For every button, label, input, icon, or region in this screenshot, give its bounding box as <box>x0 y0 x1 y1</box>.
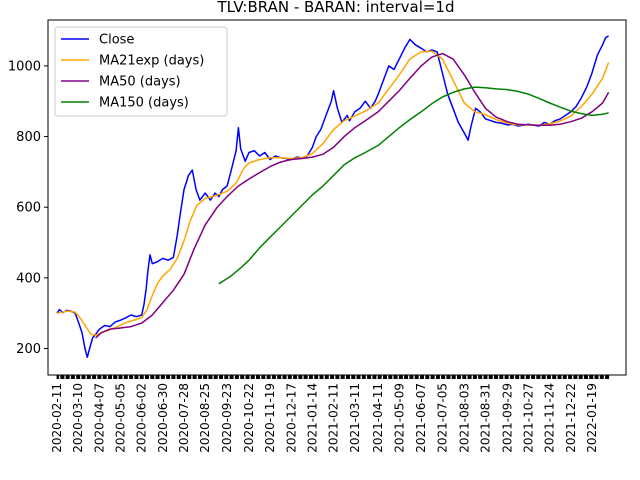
x-tick-label-7: 2020-08-25 <box>198 383 212 453</box>
x-tick-label-23: 2021-11-24 <box>543 383 557 453</box>
x-tick-label-0: 2020-02-11 <box>50 383 64 453</box>
series-line-3 <box>218 86 609 285</box>
series-line-2 <box>95 52 610 339</box>
legend-label-3: MA150 (days) <box>99 96 189 111</box>
x-tick-label-25: 2022-01-19 <box>585 383 599 453</box>
x-tick-label-12: 2021-01-14 <box>305 383 319 453</box>
x-tick-label-21: 2021-09-29 <box>500 383 514 453</box>
x-tick-label-3: 2020-05-05 <box>114 383 128 453</box>
legend: Close MA21exp (days) MA50 (days) MA150 (day… <box>54 26 228 117</box>
legend-box <box>54 26 228 117</box>
axes-frame <box>47 19 627 376</box>
x-tick-label-20: 2021-08-31 <box>479 383 493 453</box>
series-line-1 <box>56 50 610 336</box>
plot-area <box>56 35 610 359</box>
series-line-0 <box>56 35 609 359</box>
x-tick-label-14: 2021-03-11 <box>348 383 362 453</box>
x-tick-label-13: 2021-02-11 <box>327 383 341 453</box>
y-tick-label-1: 400 <box>16 271 41 286</box>
x-tick-label-19: 2021-08-03 <box>457 383 471 453</box>
x-tick-label-8: 2020-09-23 <box>220 383 234 453</box>
y-axis: 200 400 600 800 1000 <box>8 59 48 357</box>
x-tick-label-24: 2021-12-22 <box>564 383 578 453</box>
legend-label-0: Close <box>99 33 134 48</box>
y-tick-label-2: 600 <box>16 201 41 216</box>
y-tick-label-4: 1000 <box>8 59 41 74</box>
x-tick-label-10: 2020-11-19 <box>263 383 277 453</box>
x-tick-label-2: 2020-04-07 <box>92 383 106 453</box>
y-tick-label-3: 800 <box>16 130 41 145</box>
y-tick-label-0: 200 <box>16 342 41 357</box>
legend-label-2: MA50 (days) <box>99 75 181 90</box>
x-axis: 2020-02-11 2020-03-10 2020-04-07 2020-05-05… <box>50 375 610 453</box>
x-tick-label-16: 2021-05-09 <box>392 383 406 453</box>
x-tick-label-4: 2020-06-02 <box>135 383 149 453</box>
x-tick-label-5: 2020-06-30 <box>156 383 170 453</box>
x-tick-label-1: 2020-03-10 <box>71 383 85 453</box>
chart-title: TLV:BRAN - BARAN: interval=1d <box>217 0 455 16</box>
x-tick-label-9: 2020-10-22 <box>242 383 256 453</box>
x-tick-label-22: 2021-10-27 <box>522 383 536 453</box>
x-tick-label-6: 2020-07-28 <box>177 383 191 453</box>
x-tick-label-15: 2021-04-11 <box>371 383 385 453</box>
legend-label-1: MA21exp (days) <box>99 54 204 69</box>
x-tick-label-11: 2020-12-17 <box>284 383 298 453</box>
x-tick-label-18: 2021-07-05 <box>435 383 449 453</box>
x-tick-label-17: 2021-06-07 <box>414 383 428 453</box>
